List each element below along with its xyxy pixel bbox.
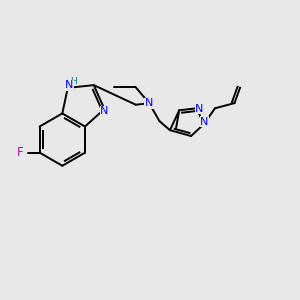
Text: F: F xyxy=(17,146,24,159)
Text: N: N xyxy=(195,104,204,114)
Text: N: N xyxy=(100,106,109,116)
Text: H: H xyxy=(70,77,76,86)
Text: N: N xyxy=(65,80,74,91)
Text: N: N xyxy=(145,98,153,108)
Text: N: N xyxy=(200,117,209,127)
